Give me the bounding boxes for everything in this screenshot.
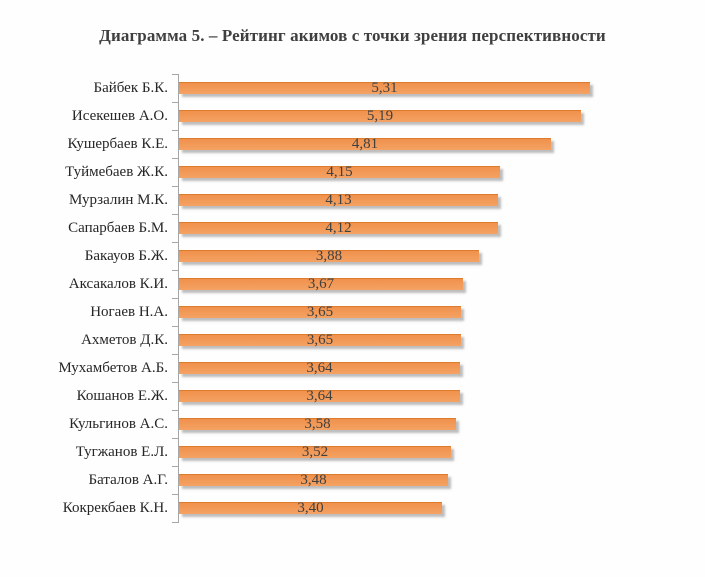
axis-tick (172, 382, 178, 383)
bar (179, 166, 500, 178)
category-label: Байбек Б.К. (93, 80, 168, 96)
value-label: 3,52 (301, 444, 329, 460)
value-label: 3,48 (300, 472, 327, 488)
value-label: 5,31 (371, 80, 398, 96)
axis-tick (172, 466, 178, 467)
bar (179, 502, 442, 514)
value-label: 3,65 (306, 332, 334, 348)
category-label: Исекешев А.О. (71, 108, 168, 124)
category-label: Сапарбаев Б.М. (68, 220, 168, 236)
value-label: 4,12 (325, 220, 352, 236)
chart-title: Диаграмма 5. – Рейтинг акимов с точки зр… (99, 26, 606, 45)
bar (179, 82, 590, 94)
category-label: Баталов А.Г. (88, 472, 168, 488)
axis-tick (172, 74, 178, 75)
value-label: 3,67 (307, 276, 335, 292)
bar (179, 306, 461, 318)
axis-tick (172, 354, 178, 355)
bar (179, 194, 498, 206)
category-label: Аксакалов К.И. (68, 276, 168, 292)
value-label: 3,64 (306, 388, 333, 404)
axis-tick (172, 410, 178, 411)
category-label: Кульгинов А.С. (69, 416, 168, 432)
axis-tick (172, 494, 178, 495)
category-label: Кокрекбаев К.Н. (62, 500, 168, 516)
bar (179, 110, 581, 122)
axis-tick (172, 214, 178, 215)
category-label: Мурзалин М.К. (69, 192, 168, 208)
value-label: 3,88 (315, 248, 343, 264)
bar (179, 390, 460, 402)
value-label: 5,19 (366, 108, 394, 124)
category-label: Кушербаев К.Е. (67, 136, 168, 152)
bar (179, 222, 498, 234)
axis-tick (172, 158, 178, 159)
axis-tick (172, 326, 178, 327)
category-label: Тугжанов Е.Л. (75, 444, 168, 460)
value-label: 3,64 (306, 360, 333, 376)
value-label: 3,65 (306, 304, 334, 320)
category-label: Бакауов Б.Ж. (84, 248, 168, 264)
bar (179, 362, 460, 374)
axis-tick (172, 242, 178, 243)
bar (179, 250, 479, 262)
category-label: Туймебаев Ж.К. (65, 164, 168, 180)
axis-tick (172, 438, 178, 439)
bar (179, 446, 451, 458)
axis-tick (172, 186, 178, 187)
value-label: 4,81 (351, 136, 379, 152)
axis-tick (172, 270, 178, 271)
bar (179, 138, 551, 150)
category-axis-line (178, 74, 179, 523)
axis-tick (172, 522, 178, 523)
bar (179, 418, 456, 430)
category-label: Ахметов Д.К. (81, 332, 168, 348)
category-label: Мухамбетов А.Б. (58, 360, 168, 376)
axis-tick (172, 130, 178, 131)
axis-tick (172, 298, 178, 299)
value-label: 4,15 (326, 164, 353, 180)
value-label: 3,58 (304, 416, 331, 432)
category-label: Кошанов Е.Ж. (76, 388, 168, 404)
value-label: 3,40 (297, 500, 324, 516)
bar (179, 474, 448, 486)
axis-tick (172, 102, 178, 103)
category-label: Ногаев Н.А. (90, 304, 168, 320)
bar (179, 334, 461, 346)
value-label: 4,13 (325, 192, 352, 208)
bar (179, 278, 463, 290)
